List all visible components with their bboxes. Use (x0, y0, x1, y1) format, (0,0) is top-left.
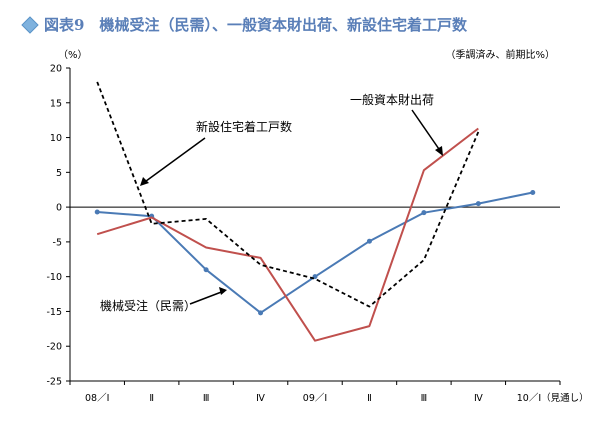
chart-title-group: 図表9 機械受注（民需）、一般資本財出荷、新設住宅着工戸数 (22, 16, 468, 34)
series-0-point-5 (367, 239, 372, 244)
y-tick-label-0: 20 (50, 64, 62, 75)
diamond-icon (22, 17, 38, 33)
x-tick-label-4: 09／Ⅰ (303, 393, 327, 404)
y-tick-label-6: -10 (46, 272, 62, 283)
x-tick-label-8: 10／Ⅰ（見通し） (517, 392, 589, 404)
chart-title: 図表9 機械受注（民需）、一般資本財出荷、新設住宅着工戸数 (44, 16, 468, 34)
annotation-housing-arrow (142, 138, 205, 184)
y-tick-label-2: 10 (50, 133, 62, 144)
series-0-point-8 (530, 190, 535, 195)
y-tick-label-7: -15 (46, 307, 62, 318)
y-tick-label-8: -20 (46, 342, 62, 353)
annotation-capital-goods: 一般資本財出荷 (350, 92, 443, 156)
y-axis-unit: （%） (58, 49, 88, 61)
series-0-point-7 (476, 201, 481, 206)
x-tick-label-7: Ⅳ (474, 393, 483, 404)
annotation-machinery-label: 機械受注（民需） (100, 298, 196, 313)
annotation-capital-goods-arrowhead (435, 146, 443, 156)
x-tick-label-1: Ⅱ (149, 393, 154, 404)
series-0-point-6 (421, 210, 426, 215)
x-tick-label-3: Ⅳ (256, 393, 265, 404)
annotation-housing-arrowhead (140, 177, 149, 186)
annotation-housing: 新設住宅着工戸数 (140, 119, 292, 186)
annotation-machinery-arrow (190, 291, 224, 304)
y-tick-label-1: 15 (50, 98, 62, 109)
y-tick-label-5: -5 (53, 237, 62, 248)
series-line-2 (97, 82, 478, 307)
chart-note: （季調済み、前期比%） (445, 48, 555, 61)
x-tick-label-2: Ⅲ (203, 393, 210, 404)
annotation-machinery: 機械受注（民需） (100, 287, 227, 313)
annotation-housing-label: 新設住宅着工戸数 (196, 119, 292, 134)
x-tick-label-0: 08／Ⅰ (85, 393, 109, 404)
x-tick-label-5: Ⅱ (367, 393, 372, 404)
annotation-capital-goods-label: 一般資本財出荷 (350, 92, 434, 107)
annotation-capital-goods-arrow (412, 110, 441, 152)
series-0-point-0 (95, 209, 100, 214)
series-line-0 (97, 193, 533, 313)
annotation-machinery-arrowhead (219, 287, 227, 295)
x-tick-label-6: Ⅲ (421, 393, 428, 404)
y-tick-label-4: 0 (56, 203, 62, 214)
axes-layer: 20 15 10 5 0 -5 -10 -15 -20 -25 08／Ⅰ Ⅱ Ⅲ Ⅳ 09／Ⅰ Ⅱ Ⅲ Ⅳ 10／Ⅰ… (46, 64, 588, 405)
series-0-point-2 (204, 267, 209, 272)
series-0-point-3 (258, 310, 263, 315)
y-tick-label-3: 5 (56, 168, 62, 179)
y-tick-label-9: -25 (46, 377, 62, 388)
